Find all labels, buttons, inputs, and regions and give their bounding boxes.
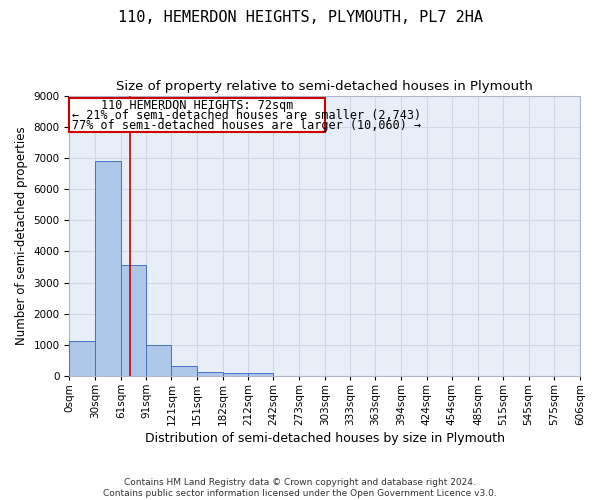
X-axis label: Distribution of semi-detached houses by size in Plymouth: Distribution of semi-detached houses by … [145, 432, 505, 445]
FancyBboxPatch shape [70, 98, 325, 132]
Bar [248, 374, 274, 376]
Bar [172, 366, 197, 376]
Title: Size of property relative to semi-detached houses in Plymouth: Size of property relative to semi-detach… [116, 80, 533, 93]
Bar [121, 265, 146, 376]
Bar [146, 345, 172, 376]
Text: Contains HM Land Registry data © Crown copyright and database right 2024.
Contai: Contains HM Land Registry data © Crown c… [103, 478, 497, 498]
Bar [197, 372, 223, 376]
Bar [95, 161, 121, 376]
Bar [223, 373, 248, 376]
Bar [70, 341, 95, 376]
Text: 110, HEMERDON HEIGHTS, PLYMOUTH, PL7 2HA: 110, HEMERDON HEIGHTS, PLYMOUTH, PL7 2HA [118, 10, 482, 25]
Y-axis label: Number of semi-detached properties: Number of semi-detached properties [15, 126, 28, 345]
Text: ← 21% of semi-detached houses are smaller (2,743): ← 21% of semi-detached houses are smalle… [72, 110, 421, 122]
Text: 77% of semi-detached houses are larger (10,060) →: 77% of semi-detached houses are larger (… [72, 119, 421, 132]
Text: 110 HEMERDON HEIGHTS: 72sqm: 110 HEMERDON HEIGHTS: 72sqm [101, 99, 293, 112]
